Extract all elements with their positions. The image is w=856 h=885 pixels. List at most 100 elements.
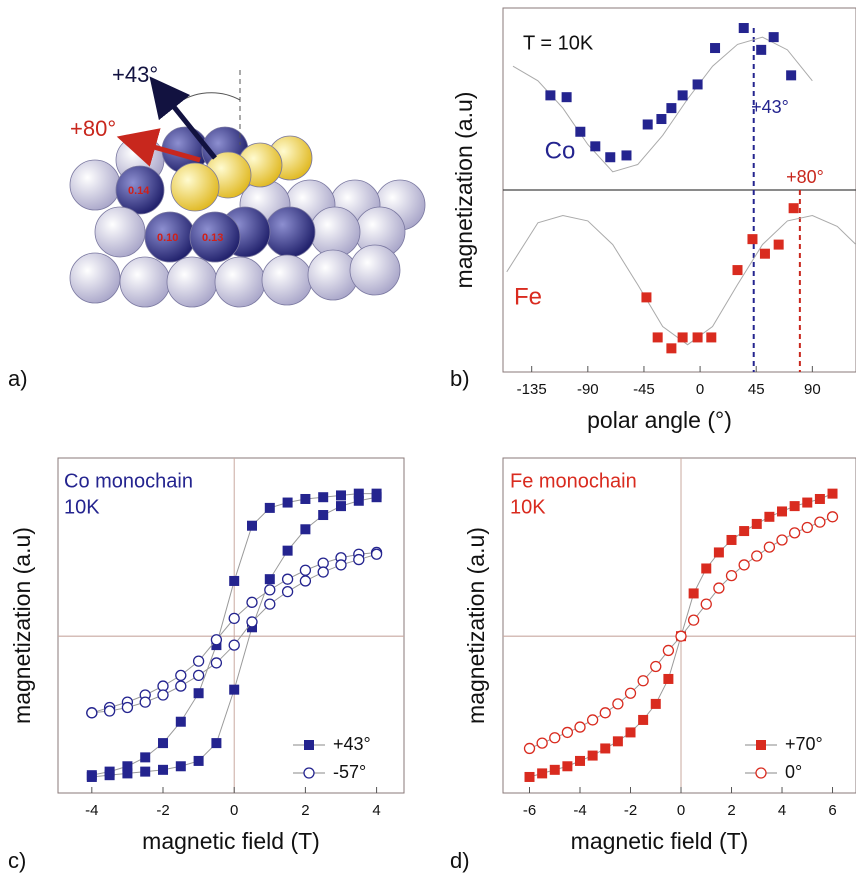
- marker: [524, 771, 535, 782]
- x-tick-label: 4: [778, 802, 786, 819]
- marker: [353, 553, 365, 566]
- marker: [122, 761, 133, 772]
- x-tick-label: 2: [301, 802, 309, 819]
- marker: [175, 680, 187, 692]
- marker: [536, 737, 548, 749]
- legend-label: +70°: [785, 734, 823, 754]
- site-value: 0.13: [202, 232, 223, 244]
- x-tick-label: -135: [517, 381, 547, 398]
- marker: [210, 634, 223, 646]
- marker: [600, 743, 611, 754]
- x-tick-label: -2: [156, 802, 169, 819]
- x-tick-label: -4: [85, 802, 98, 819]
- marker: [562, 761, 573, 772]
- marker: [353, 488, 364, 499]
- marker: [701, 563, 712, 574]
- marker: [814, 516, 826, 528]
- marker: [786, 70, 797, 81]
- marker: [677, 90, 688, 101]
- legend-marker: [756, 740, 766, 750]
- marker: [335, 559, 347, 571]
- marker: [662, 644, 675, 657]
- surface-illustration: [69, 126, 426, 308]
- annotation: T = 10K: [523, 32, 594, 54]
- chart-subtitle: 10K: [64, 496, 100, 518]
- marker: [229, 575, 240, 586]
- marker: [192, 669, 205, 682]
- marker: [246, 596, 258, 608]
- panel-label: d): [450, 848, 470, 873]
- marker: [599, 707, 611, 719]
- marker: [300, 493, 311, 504]
- marker: [549, 732, 561, 744]
- marker: [175, 761, 186, 772]
- marker: [370, 548, 383, 560]
- plot-frame: [57, 457, 405, 794]
- marker: [642, 119, 653, 130]
- reference-label: +43°: [751, 97, 789, 117]
- x-tick-label: 4: [372, 802, 380, 819]
- x-tick-label: 0: [230, 802, 238, 819]
- marker: [210, 657, 223, 669]
- x-axis-label: magnetic field (T): [571, 828, 749, 854]
- marker: [264, 502, 275, 513]
- marker: [759, 248, 770, 259]
- x-tick-label: 90: [804, 381, 821, 398]
- chart-title: Fe monochain: [510, 470, 637, 492]
- marker: [687, 614, 700, 626]
- marker: [104, 770, 115, 781]
- marker: [574, 721, 586, 733]
- legend-marker: [304, 740, 314, 750]
- marker: [281, 573, 294, 585]
- x-tick-label: -6: [523, 802, 536, 819]
- marker: [713, 582, 725, 594]
- marker: [700, 598, 712, 610]
- marker: [264, 574, 275, 585]
- x-tick-label: 2: [727, 802, 735, 819]
- marker: [175, 669, 187, 682]
- x-tick-label: -2: [624, 802, 637, 819]
- x-tick-label: 6: [828, 802, 836, 819]
- marker: [788, 203, 799, 214]
- marker: [675, 630, 687, 642]
- marker: [264, 584, 276, 596]
- reference-label: +80°: [786, 167, 824, 187]
- marker: [732, 265, 743, 276]
- marker: [586, 714, 599, 726]
- marker: [158, 764, 169, 775]
- marker: [140, 766, 151, 777]
- marker: [247, 520, 258, 531]
- marker: [764, 511, 775, 522]
- marker: [738, 23, 749, 34]
- x-axis-label: polar angle (°): [587, 407, 732, 433]
- marker: [299, 564, 312, 576]
- marker: [641, 292, 652, 303]
- marker: [353, 495, 364, 506]
- marker: [228, 612, 240, 625]
- x-tick-label: 45: [748, 381, 765, 398]
- marker: [228, 639, 240, 651]
- chart-subtitle: 10K: [510, 496, 546, 518]
- legend-label: 0°: [785, 762, 802, 782]
- marker: [747, 234, 758, 245]
- x-tick-label: -45: [633, 381, 655, 398]
- marker: [549, 764, 560, 775]
- marker: [677, 332, 688, 343]
- marker: [621, 150, 632, 161]
- marker: [777, 506, 788, 517]
- marker: [789, 501, 800, 512]
- marker: [318, 492, 329, 503]
- marker: [590, 141, 601, 152]
- marker: [300, 524, 311, 535]
- series-label: Fe: [514, 283, 542, 310]
- marker: [211, 738, 222, 749]
- marker: [86, 707, 98, 719]
- marker: [663, 673, 674, 684]
- marker: [317, 566, 329, 578]
- x-tick-label: 0: [677, 802, 685, 819]
- marker: [561, 92, 572, 103]
- marker: [318, 510, 329, 521]
- panel-label: c): [8, 848, 26, 873]
- fit-line: [506, 214, 856, 346]
